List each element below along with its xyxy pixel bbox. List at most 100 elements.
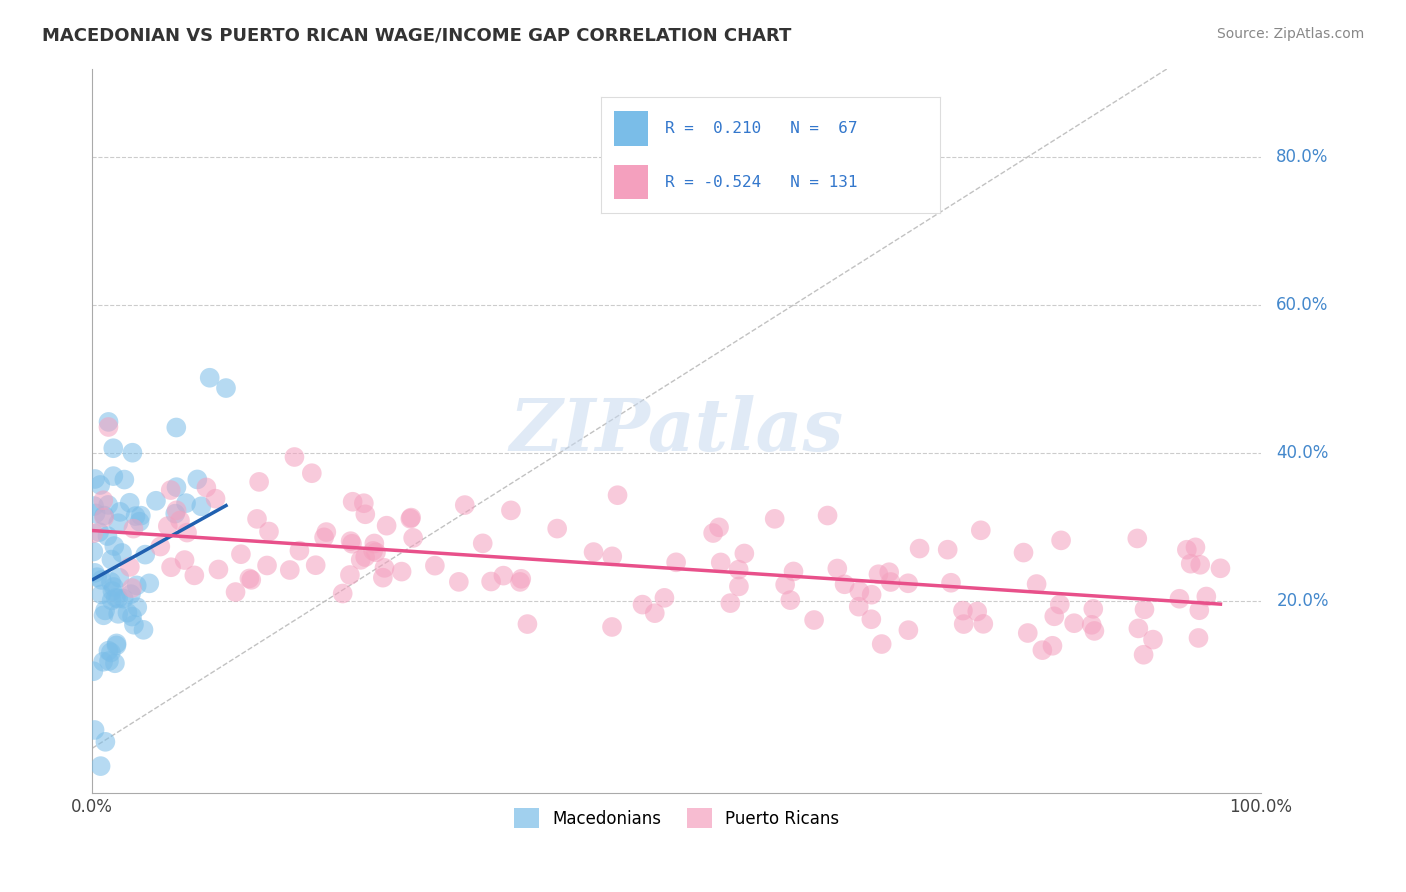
Puerto Ricans <box>908 541 931 556</box>
Macedonians <box>90 587 112 601</box>
Puerto Ricans <box>1083 624 1105 638</box>
Puerto Ricans <box>1126 532 1149 546</box>
Macedonians <box>118 496 141 510</box>
Puerto Ricans <box>305 558 328 573</box>
Puerto Ricans <box>952 617 974 632</box>
Puerto Ricans <box>373 561 395 575</box>
Puerto Ricans <box>606 488 628 502</box>
Puerto Ricans <box>166 503 188 517</box>
Text: 40.0%: 40.0% <box>1277 443 1329 462</box>
Macedonians <box>94 603 117 617</box>
Macedonians <box>97 643 120 657</box>
Puerto Ricans <box>340 537 363 551</box>
Puerto Ricans <box>710 556 733 570</box>
Puerto Ricans <box>868 567 890 582</box>
Puerto Ricans <box>897 623 920 637</box>
Puerto Ricans <box>315 524 337 539</box>
Macedonians <box>83 566 105 580</box>
Puerto Ricans <box>1132 648 1154 662</box>
Puerto Ricans <box>339 534 361 549</box>
Puerto Ricans <box>353 496 375 510</box>
Puerto Ricans <box>173 553 195 567</box>
Macedonians <box>91 655 114 669</box>
Puerto Ricans <box>479 574 502 589</box>
Puerto Ricans <box>169 514 191 528</box>
Puerto Ricans <box>1184 541 1206 555</box>
Puerto Ricans <box>159 483 181 497</box>
Puerto Ricans <box>247 475 270 489</box>
Puerto Ricans <box>600 620 623 634</box>
Puerto Ricans <box>229 547 252 561</box>
Puerto Ricans <box>204 491 226 506</box>
Puerto Ricans <box>314 530 336 544</box>
Puerto Ricans <box>939 575 962 590</box>
Macedonians <box>93 508 115 523</box>
Puerto Ricans <box>82 526 104 541</box>
Puerto Ricans <box>952 604 974 618</box>
Puerto Ricans <box>702 526 724 541</box>
Puerto Ricans <box>1080 617 1102 632</box>
Macedonians <box>104 591 127 605</box>
Macedonians <box>104 657 127 671</box>
Macedonians <box>82 544 104 558</box>
Macedonians <box>108 571 131 585</box>
Puerto Ricans <box>283 450 305 464</box>
Macedonians <box>94 735 117 749</box>
Puerto Ricans <box>1189 558 1212 572</box>
Macedonians <box>107 607 129 621</box>
Puerto Ricans <box>492 568 515 582</box>
Macedonians <box>121 446 143 460</box>
Puerto Ricans <box>600 549 623 564</box>
Puerto Ricans <box>240 573 263 587</box>
Macedonians <box>103 469 125 483</box>
Puerto Ricans <box>733 547 755 561</box>
Puerto Ricans <box>936 542 959 557</box>
Macedonians <box>129 508 152 523</box>
Macedonians <box>105 639 128 653</box>
Puerto Ricans <box>207 562 229 576</box>
Puerto Ricans <box>728 579 751 593</box>
Macedonians <box>132 623 155 637</box>
Puerto Ricans <box>1168 591 1191 606</box>
Macedonians <box>89 478 111 492</box>
Puerto Ricans <box>1083 602 1105 616</box>
Puerto Ricans <box>121 581 143 595</box>
Text: ZIPatlas: ZIPatlas <box>509 395 844 467</box>
Puerto Ricans <box>510 572 533 586</box>
Puerto Ricans <box>970 524 993 538</box>
Puerto Ricans <box>391 565 413 579</box>
Macedonians <box>138 576 160 591</box>
Puerto Ricans <box>342 494 364 508</box>
Puerto Ricans <box>834 577 856 591</box>
Puerto Ricans <box>301 467 323 481</box>
Puerto Ricans <box>877 565 900 579</box>
Macedonians <box>122 617 145 632</box>
Puerto Ricans <box>1175 542 1198 557</box>
Macedonians <box>112 591 135 606</box>
Puerto Ricans <box>665 555 688 569</box>
Puerto Ricans <box>399 510 422 524</box>
Puerto Ricans <box>195 480 218 494</box>
Puerto Ricans <box>827 561 849 575</box>
Puerto Ricans <box>1025 577 1047 591</box>
Puerto Ricans <box>447 574 470 589</box>
Puerto Ricans <box>339 568 361 582</box>
Puerto Ricans <box>423 558 446 573</box>
Puerto Ricans <box>1209 561 1232 575</box>
Macedonians <box>124 509 146 524</box>
Macedonians <box>145 493 167 508</box>
Puerto Ricans <box>375 518 398 533</box>
Puerto Ricans <box>779 593 801 607</box>
Macedonians <box>101 584 124 599</box>
Puerto Ricans <box>97 420 120 434</box>
Puerto Ricans <box>509 574 531 589</box>
Macedonians <box>174 496 197 510</box>
Macedonians <box>84 507 107 521</box>
Macedonians <box>82 665 104 679</box>
Macedonians <box>103 441 125 455</box>
Puerto Ricans <box>176 525 198 540</box>
Puerto Ricans <box>122 522 145 536</box>
Puerto Ricans <box>860 588 883 602</box>
Puerto Ricans <box>966 604 988 618</box>
Puerto Ricans <box>848 599 870 614</box>
